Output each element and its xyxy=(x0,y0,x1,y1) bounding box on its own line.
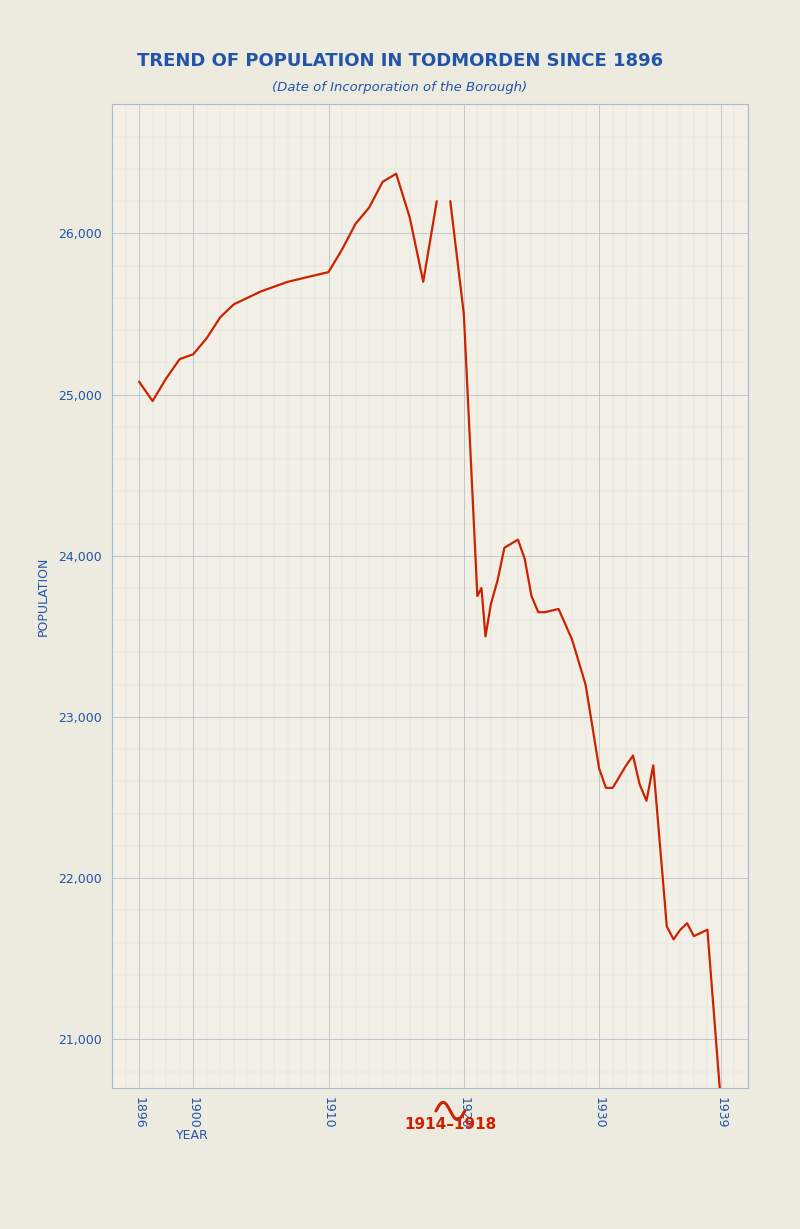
Text: (Date of Incorporation of the Borough): (Date of Incorporation of the Borough) xyxy=(273,81,527,95)
Y-axis label: POPULATION: POPULATION xyxy=(37,557,50,635)
Text: 1914–1918: 1914–1918 xyxy=(404,1117,497,1132)
Text: TREND OF POPULATION IN TODMORDEN SINCE 1896: TREND OF POPULATION IN TODMORDEN SINCE 1… xyxy=(137,52,663,70)
Text: YEAR: YEAR xyxy=(176,1129,208,1142)
